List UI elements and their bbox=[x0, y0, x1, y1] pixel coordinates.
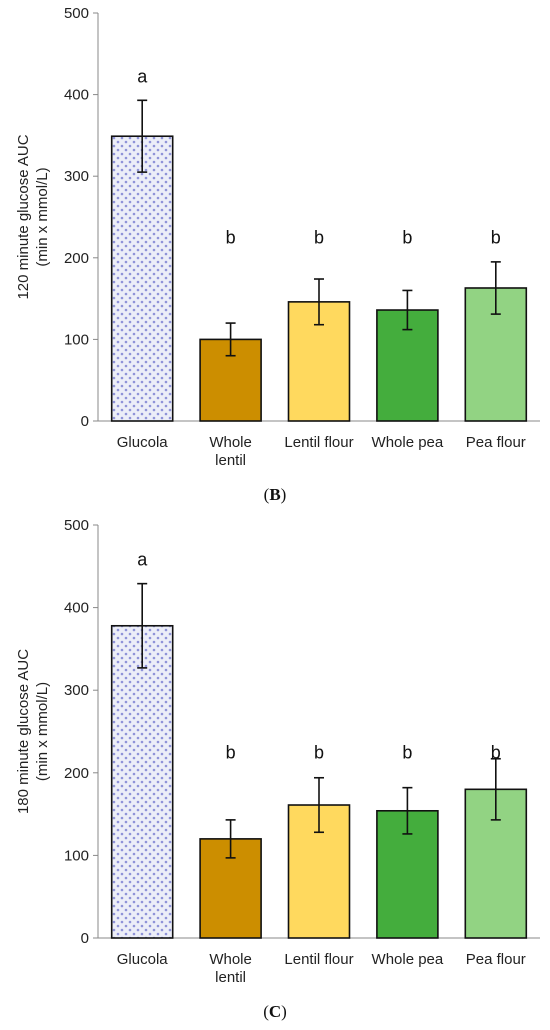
y-tick-label: 400 bbox=[64, 600, 89, 617]
significance-letter: a bbox=[137, 550, 148, 570]
x-tick-label-line: Glucola bbox=[117, 434, 169, 451]
y-axis-label: 180 minute glucose AUC (min x mmol/L) bbox=[15, 649, 51, 814]
panel-label-close: ) bbox=[281, 485, 287, 504]
bar bbox=[464, 287, 528, 422]
x-tick-label-line: Whole bbox=[209, 434, 252, 451]
significance-letter: b bbox=[402, 742, 412, 762]
x-tick-label-line: lentil bbox=[215, 969, 246, 986]
significance-letter: b bbox=[491, 228, 501, 248]
x-tick-label-line: Glucola bbox=[117, 951, 169, 968]
x-tick-label: Lentil flour bbox=[284, 434, 353, 451]
x-tick-label: Glucola bbox=[117, 951, 169, 968]
y-tick-label: 100 bbox=[64, 331, 89, 348]
x-tick-label-line: Whole bbox=[209, 951, 252, 968]
significance-letter: b bbox=[314, 228, 324, 248]
y-tick-label: 200 bbox=[64, 765, 89, 782]
x-tick-label-line: Whole pea bbox=[372, 951, 444, 968]
x-tick-label-line: Whole pea bbox=[372, 434, 444, 451]
chart-panel-b: 0 100 200 300 400 500 120 minute glucose AUC (m… bbox=[15, 5, 540, 504]
panel-letter: B bbox=[269, 485, 280, 504]
x-tick-label: Whole lentil bbox=[209, 434, 252, 469]
y-tick-label: 400 bbox=[64, 87, 89, 104]
x-tick-label-line: Lentil flour bbox=[284, 951, 353, 968]
panel-label-open: ( bbox=[264, 485, 270, 504]
panel-letter: C bbox=[269, 1002, 281, 1021]
y-axis-label-line: 180 minute glucose AUC bbox=[15, 649, 32, 814]
significance-letter: a bbox=[137, 66, 148, 86]
y-tick-label: 500 bbox=[64, 517, 89, 534]
x-tick-label: Whole pea bbox=[372, 951, 444, 968]
x-tick-label: Glucola bbox=[117, 434, 169, 451]
bar bbox=[110, 624, 174, 939]
x-tick-label: Pea flour bbox=[466, 951, 526, 968]
x-tick-label: Whole pea bbox=[372, 434, 444, 451]
y-tick-label: 0 bbox=[81, 413, 89, 430]
x-tick-label-line: lentil bbox=[215, 452, 246, 469]
significance-letter: b bbox=[402, 228, 412, 248]
x-tick-label-line: Lentil flour bbox=[284, 434, 353, 451]
x-tick-label-line: Pea flour bbox=[466, 951, 526, 968]
y-tick-label: 0 bbox=[81, 930, 89, 947]
significance-letter: b bbox=[226, 228, 236, 248]
significance-letter: b bbox=[491, 742, 501, 762]
x-tick-label-line: Pea flour bbox=[466, 434, 526, 451]
significance-letter: b bbox=[226, 742, 236, 762]
y-tick-label: 100 bbox=[64, 847, 89, 864]
y-tick-label: 200 bbox=[64, 250, 89, 267]
panel-label: (B) bbox=[264, 485, 287, 504]
panel-label-open: ( bbox=[263, 1002, 269, 1021]
y-axis-label: 120 minute glucose AUC (min x mmol/L) bbox=[15, 134, 51, 299]
x-tick-label: Whole lentil bbox=[209, 951, 252, 986]
panel-label-close: ) bbox=[281, 1002, 287, 1021]
bar bbox=[110, 135, 174, 422]
panel-label: (C) bbox=[263, 1002, 287, 1021]
y-tick-label: 300 bbox=[64, 168, 89, 185]
y-axis-label-line: (min x mmol/L) bbox=[34, 682, 51, 781]
chart-panel-c: 0 100 200 300 400 500 180 minute glucose AUC (m… bbox=[15, 517, 540, 1021]
y-tick-label: 300 bbox=[64, 682, 89, 699]
x-tick-label: Lentil flour bbox=[284, 951, 353, 968]
y-tick-label: 500 bbox=[64, 5, 89, 22]
significance-letter: b bbox=[314, 742, 324, 762]
x-tick-label: Pea flour bbox=[466, 434, 526, 451]
y-axis-label-line: (min x mmol/L) bbox=[34, 167, 51, 266]
y-axis-label-line: 120 minute glucose AUC bbox=[15, 134, 32, 299]
